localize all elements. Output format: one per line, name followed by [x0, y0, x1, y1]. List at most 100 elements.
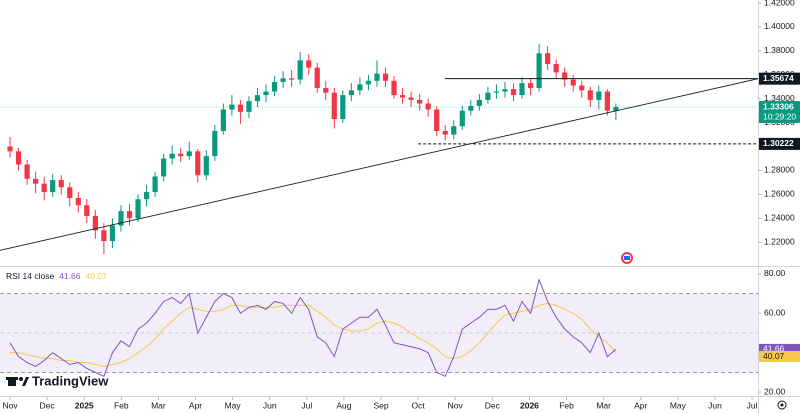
- candle-body: [289, 78, 295, 80]
- candle-body: [33, 178, 39, 184]
- candle-body: [596, 91, 602, 100]
- candle-body: [220, 109, 226, 132]
- candle-body: [613, 107, 619, 111]
- candle-body: [161, 158, 167, 177]
- candle-body: [408, 97, 414, 100]
- price-label-box: [759, 101, 800, 124]
- x-tick-label: Jun: [263, 400, 277, 410]
- x-tick-label: Mar: [596, 400, 611, 410]
- candle-body: [527, 83, 534, 88]
- rsi-line: [9, 278, 617, 377]
- y-tick-label: 1.22000: [764, 237, 795, 247]
- level-label-box: [759, 72, 800, 85]
- candle-body: [84, 205, 90, 216]
- candle-body: [229, 104, 235, 110]
- y-tick-label: 1.34000: [764, 93, 795, 103]
- x-tick-label: Jun: [708, 400, 722, 410]
- x-tick-label: Jul: [301, 400, 312, 410]
- candle-body: [280, 78, 286, 82]
- candle-body: [468, 105, 474, 111]
- candle-body: [58, 180, 64, 188]
- level-label: 1.35674: [763, 73, 794, 83]
- candle-body: [254, 95, 261, 102]
- rsi-value-label: 41.66: [763, 344, 785, 354]
- x-tick-label: 2025: [75, 400, 94, 410]
- candle-body: [237, 104, 244, 112]
- logo: [6, 377, 29, 386]
- candle-body: [604, 91, 610, 111]
- candle-body: [323, 87, 329, 93]
- candle-body: [502, 89, 508, 92]
- flag-icon: [621, 252, 633, 264]
- candle-body: [126, 211, 133, 219]
- candle-body: [75, 198, 81, 206]
- y-tick-label: 1.40000: [764, 21, 795, 31]
- watermark: TradingView: [32, 373, 109, 388]
- candle-body: [587, 90, 593, 100]
- x-tick-label: Dec: [485, 400, 501, 410]
- candle-body: [271, 81, 278, 92]
- candle-body: [297, 60, 303, 80]
- y-tick-label: 20.00: [764, 386, 786, 396]
- price-label: 1.33306: [763, 101, 794, 111]
- x-tick-label: Oct: [412, 400, 426, 410]
- countdown: 10:29:20: [763, 111, 796, 121]
- candle-body: [570, 79, 576, 86]
- candle-body: [118, 211, 124, 226]
- rsi-value-box: [759, 351, 800, 363]
- gear-icon[interactable]: [777, 400, 787, 410]
- x-tick-label: Dec: [40, 400, 56, 410]
- x-tick-label: May: [670, 400, 687, 410]
- rsi-ma-line: [10, 302, 617, 367]
- candle-body: [510, 89, 517, 96]
- x-tick-label: May: [225, 400, 242, 410]
- rsi-header: RSI 14 close 41.66 40.07: [6, 271, 107, 281]
- candle-body: [306, 60, 312, 68]
- candle-body: [434, 109, 440, 132]
- candle-body: [152, 176, 158, 193]
- candle-body: [399, 95, 406, 98]
- candle-body: [442, 131, 448, 135]
- candle-body: [195, 151, 201, 176]
- candle-body: [562, 72, 568, 80]
- candle-body: [67, 187, 73, 199]
- candle-body: [348, 90, 354, 96]
- candle-body: [331, 92, 337, 120]
- candles: [7, 43, 619, 255]
- candle-body: [203, 156, 209, 176]
- x-tick-label: Nov: [448, 400, 464, 410]
- candle-body: [135, 199, 141, 219]
- y-tick-label: 60.00: [764, 308, 786, 318]
- x-tick-label: Aug: [336, 400, 351, 410]
- candle-body: [246, 101, 252, 112]
- x-tick-label: Feb: [114, 400, 129, 410]
- candle-body: [263, 91, 269, 96]
- candle-body: [459, 110, 465, 127]
- x-tick-label: Apr: [634, 400, 647, 410]
- candle-body: [519, 83, 525, 96]
- candle-body: [186, 151, 192, 157]
- candle-body: [365, 80, 372, 85]
- x-tick-label: Nov: [2, 400, 18, 410]
- candle-body: [212, 131, 218, 157]
- candle-body: [417, 99, 423, 104]
- x-tick-label: Mar: [151, 400, 166, 410]
- x-tick-label: Sep: [373, 400, 388, 410]
- y-tick-label: 1.42000: [764, 0, 795, 7]
- candle-body: [425, 103, 431, 110]
- x-tick-label: Apr: [189, 400, 202, 410]
- candle-body: [178, 153, 184, 157]
- candle-body: [536, 53, 542, 88]
- rsi-title: RSI 14 close: [6, 271, 54, 281]
- candle-body: [493, 91, 500, 93]
- rsi-header-value: 40.07: [85, 271, 107, 281]
- candle-body: [143, 192, 150, 200]
- candle-body: [391, 80, 397, 96]
- x-tick-label: Feb: [559, 400, 574, 410]
- level-label: 1.30222: [763, 138, 794, 148]
- candle-body: [545, 53, 551, 65]
- candle-body: [476, 99, 482, 106]
- x-tick-label: 2026: [520, 400, 539, 410]
